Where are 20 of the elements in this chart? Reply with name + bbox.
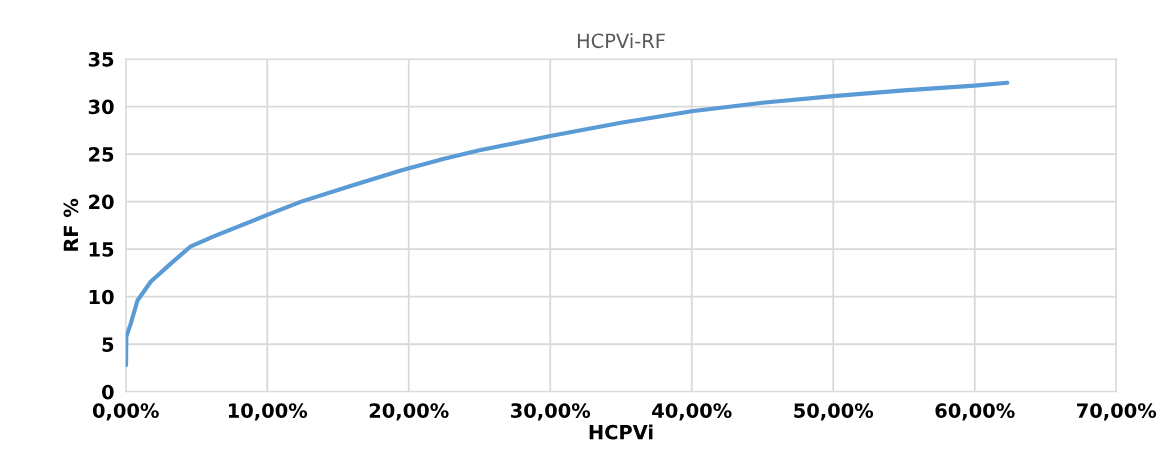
y-tick-label: 25	[89, 147, 114, 162]
y-tick-label: 20	[89, 194, 114, 210]
x-tick-label: 0,00%	[92, 403, 159, 421]
x-tick-label: 50,00%	[794, 403, 874, 421]
x-axis-title: HCPVi	[589, 424, 653, 440]
y-tick-label: 30	[88, 99, 114, 115]
line-series	[125, 80, 1010, 368]
chart-title: HCPVi-RF	[577, 33, 665, 49]
y-tick-label: 0	[102, 384, 114, 400]
y-tick-label: 10	[89, 289, 114, 305]
x-tick-label: 40,00%	[652, 403, 732, 421]
y-tick-label: 5	[102, 337, 114, 352]
y-axis-title: RF %	[63, 198, 79, 251]
x-tick-label: 60,00%	[935, 403, 1015, 421]
x-tick-label: 70,00%	[1077, 403, 1157, 421]
x-tick-label: 20,00%	[369, 403, 449, 421]
x-tick-label: 10,00%	[228, 403, 308, 421]
y-tick-label: 35	[88, 51, 114, 67]
x-tick-label: 30,00%	[511, 403, 591, 421]
y-tick-label: 15	[89, 242, 114, 257]
